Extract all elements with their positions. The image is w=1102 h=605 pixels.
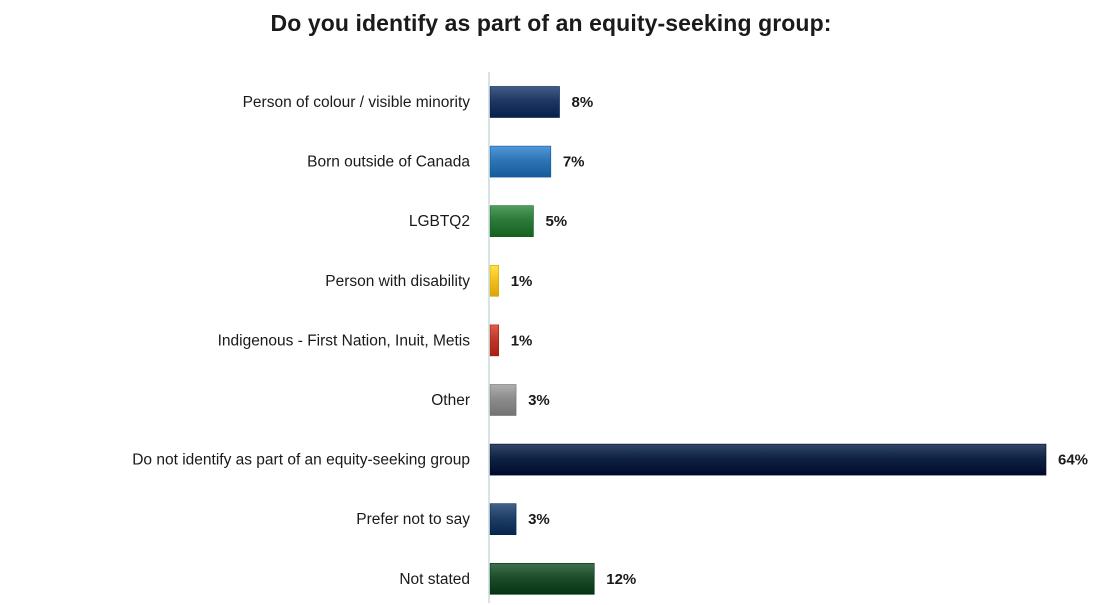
bar-prefer-not-to-say [489, 503, 517, 536]
category-label-do-not-identify-as-part-of-an-equity-seeking-group: Do not identify as part of an equity-see… [132, 452, 470, 469]
category-label-indigenous-first-nation-inuit-metis: Indigenous - First Nation, Inuit, Metis [218, 332, 471, 349]
category-label-not-stated: Not stated [399, 571, 470, 588]
bar-lgbtq2 [489, 205, 534, 237]
category-label-born-outside-of-canada: Born outside of Canada [307, 154, 470, 171]
category-label-person-of-colour-visible-minority: Person of colour / visible minority [243, 94, 471, 111]
value-label-person-with-disability: 1% [511, 273, 533, 290]
value-label-indigenous-first-nation-inuit-metis: 1% [511, 332, 533, 349]
value-label-born-outside-of-canada: 7% [563, 154, 585, 171]
value-label-not-stated: 12% [606, 571, 636, 588]
category-label-prefer-not-to-say: Prefer not to say [356, 511, 470, 528]
bar-indigenous-first-nation-inuit-metis [489, 324, 499, 357]
value-label-do-not-identify-as-part-of-an-equity-seeking-group: 64% [1058, 452, 1088, 469]
value-label-lgbtq2: 5% [545, 213, 567, 230]
bar-person-of-colour-visible-minority [489, 86, 560, 118]
value-label-other: 3% [528, 392, 550, 409]
bar-not-stated [489, 562, 595, 595]
value-label-prefer-not-to-say: 3% [528, 511, 550, 528]
bar-person-with-disability [489, 264, 499, 297]
category-label-person-with-disability: Person with disability [325, 273, 470, 290]
category-label-other: Other [431, 392, 470, 409]
bar-do-not-identify-as-part-of-an-equity-seeking-group [489, 443, 1047, 476]
value-label-person-of-colour-visible-minority: 8% [572, 94, 594, 111]
chart-title: Do you identify as part of an equity-see… [270, 10, 832, 36]
bars-layer: Person of colour / visible minority 8% Bor… [132, 86, 1088, 595]
category-label-lgbtq2: LGBTQ2 [409, 213, 470, 230]
bar-born-outside-of-canada [489, 145, 552, 178]
bar-other [489, 384, 517, 416]
